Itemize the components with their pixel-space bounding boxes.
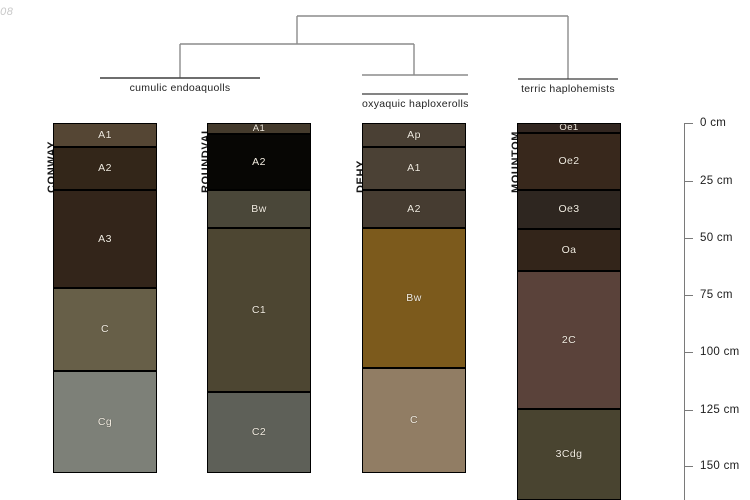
horizon-c[interactable]: C (53, 288, 157, 371)
horizon-a1[interactable]: A1 (207, 123, 311, 134)
horizon-c1[interactable]: C1 (207, 228, 311, 392)
axis-tick-label: 0 cm (700, 117, 727, 129)
horizon-c2[interactable]: C2 (207, 392, 311, 473)
axis-tick-label: 150 cm (700, 460, 740, 472)
axis-tick-mark (684, 352, 693, 353)
horizon-2c[interactable]: 2C (517, 271, 621, 409)
dendrogram (100, 15, 618, 95)
horizon-label: Bw (406, 291, 422, 304)
horizon-label: Bw (251, 202, 267, 215)
horizon-stack: Oe1 Oe2 Oe3 Oa 2C 3Cdg (517, 123, 621, 500)
horizon-label: C1 (251, 303, 267, 316)
horizon-oa[interactable]: Oa (517, 229, 621, 271)
horizon-label: A3 (98, 232, 112, 245)
horizon-label: A1 (407, 162, 421, 175)
horizon-label: A2 (98, 162, 112, 175)
horizon-ap[interactable]: Ap (362, 123, 466, 147)
horizon-a1[interactable]: A1 (53, 123, 157, 147)
axis-tick-mark (684, 123, 693, 124)
horizon-label: C (410, 414, 418, 427)
axis-tick-mark (684, 238, 693, 239)
horizon-label: Oe1 (559, 123, 579, 133)
horizon-cg[interactable]: Cg (53, 371, 157, 473)
axis-tick-label: 125 cm (700, 404, 740, 416)
horizon-a1[interactable]: A1 (362, 147, 466, 190)
cluster-label: oxyaquic haploxerolls (362, 98, 469, 110)
axis-tick-mark (684, 410, 693, 411)
horizon-label: Ap (407, 128, 421, 141)
horizon-label: Oa (561, 243, 577, 256)
horizon-c[interactable]: C (362, 368, 466, 473)
horizon-label: A1 (98, 128, 112, 141)
soil-profile-roundval[interactable]: ROUNDVAL A1 A2 Bw C1 C2 (200, 123, 311, 473)
axis-tick-label: 25 cm (700, 175, 733, 187)
horizon-oe2[interactable]: Oe2 (517, 133, 621, 190)
horizon-label: 3Cdg (555, 448, 583, 461)
horizon-oe1[interactable]: Oe1 (517, 123, 621, 133)
horizon-stack: Ap A1 A2 Bw C (362, 123, 466, 473)
cluster-label: terric haplohemists (521, 83, 615, 95)
horizon-label: A1 (252, 123, 266, 134)
axis-tick-mark (684, 181, 693, 182)
soil-profile-dehy[interactable]: DEHY Ap A1 A2 Bw C (355, 123, 466, 473)
horizon-stack: A1 A2 A3 C Cg (53, 123, 157, 473)
horizon-label: Cg (97, 415, 113, 428)
cluster-label: cumulic endoaquolls (129, 82, 231, 94)
horizon-label: Oe3 (558, 203, 580, 216)
horizon-label: C (101, 323, 109, 336)
horizon-bw[interactable]: Bw (362, 228, 466, 368)
soil-profile-conway[interactable]: CONWAY A1 A2 A3 C Cg (46, 123, 157, 473)
horizon-label: A2 (252, 155, 266, 168)
horizon-label: C2 (251, 426, 267, 439)
horizon-label: 2C (561, 333, 577, 346)
horizon-bw[interactable]: Bw (207, 190, 311, 228)
depth-axis-line (684, 123, 685, 500)
soil-profile-mountom[interactable]: MOUNTOM Oe1 Oe2 Oe3 Oa 2C 3Cdg (510, 123, 621, 500)
horizon-a3[interactable]: A3 (53, 190, 157, 288)
horizon-stack: A1 A2 Bw C1 C2 (207, 123, 311, 473)
axis-tick-mark (684, 295, 693, 296)
horizon-label: Oe2 (558, 155, 580, 168)
horizon-label: A2 (407, 202, 421, 215)
horizon-3cdg[interactable]: 3Cdg (517, 409, 621, 500)
axis-tick-label: 100 cm (700, 346, 740, 358)
horizon-a2[interactable]: A2 (207, 134, 311, 190)
horizon-oe3[interactable]: Oe3 (517, 190, 621, 229)
axis-tick-label: 75 cm (700, 289, 733, 301)
axis-tick-label: 50 cm (700, 232, 733, 244)
horizon-a2[interactable]: A2 (362, 190, 466, 228)
axis-tick-mark (684, 466, 693, 467)
corner-watermark: -08 (0, 6, 14, 18)
horizon-a2[interactable]: A2 (53, 147, 157, 190)
